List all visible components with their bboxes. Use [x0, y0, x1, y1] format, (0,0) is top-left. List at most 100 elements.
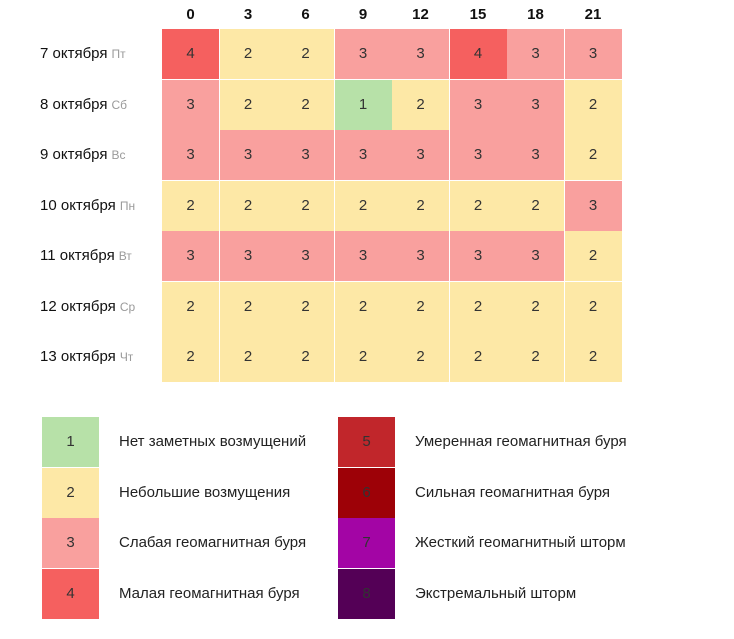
kp-cell: 3 [334, 29, 392, 79]
legend-swatch: 6 [338, 467, 395, 518]
kp-cell: 2 [449, 281, 507, 332]
hour-label: 9 [358, 6, 368, 23]
legend-item: 5 Умеренная геомагнитная буря [338, 417, 658, 467]
kp-cell: 3 [277, 231, 334, 281]
legend-swatch: 4 [42, 568, 99, 619]
day-of-week: Чт [119, 350, 134, 364]
hour-label: 18 [527, 6, 544, 23]
kp-cell: 2 [392, 281, 449, 332]
kp-cell: 2 [219, 180, 277, 231]
day-label: 8 октября Сб [40, 80, 127, 130]
kp-cell: 3 [507, 130, 564, 180]
kp-cell: 3 [219, 231, 277, 281]
legend-item: 1 Нет заметных возмущений [42, 417, 362, 467]
legend-item: 6 Сильная геомагнитная буря [338, 467, 658, 518]
kp-cell: 2 [334, 332, 392, 382]
kp-cell: 3 [219, 130, 277, 180]
kp-cell: 3 [162, 79, 219, 130]
kp-cell: 2 [219, 29, 277, 79]
kp-cell: 2 [392, 332, 449, 382]
kp-cell: 2 [564, 130, 622, 180]
kp-cell: 2 [162, 180, 219, 231]
kp-cell: 3 [564, 180, 622, 231]
kp-cell: 4 [449, 29, 507, 79]
legend-item: 3 Слабая геомагнитная буря [42, 518, 362, 568]
kp-cell: 2 [277, 180, 334, 231]
kp-cell: 3 [162, 130, 219, 180]
kp-cell: 2 [219, 332, 277, 382]
day-date: 7 октября [40, 45, 108, 62]
hour-label: 6 [301, 6, 310, 23]
kp-cell: 2 [449, 332, 507, 382]
legend-label: Умеренная геомагнитная буря [415, 433, 627, 450]
legend-label: Экстремальный шторм [415, 584, 577, 602]
day-of-week: Сб [111, 97, 128, 112]
legend-swatch: 7 [338, 518, 395, 568]
kp-cell: 3 [392, 29, 449, 79]
day-date: 9 октября [40, 146, 108, 163]
day-row: 10 октября Пн 2 2 2 2 2 2 2 3 [0, 180, 640, 231]
day-row: 12 октября Ср 2 2 2 2 2 2 2 2 [0, 281, 640, 332]
legend-swatch: 1 [42, 417, 99, 467]
day-label: 13 октября Чт [40, 332, 133, 382]
kp-cell: 2 [507, 332, 564, 382]
kp-cell: 3 [449, 231, 507, 281]
kp-cell: 3 [334, 130, 392, 180]
day-of-week: Вт [118, 249, 132, 263]
kp-cell: 3 [392, 130, 449, 180]
day-date: 11 октября [40, 247, 115, 264]
kp-cell: 3 [507, 79, 564, 130]
legend-label: Слабая геомагнитная буря [119, 534, 307, 551]
day-label: 9 октября Вс [40, 130, 125, 180]
hour-label: 21 [584, 6, 602, 23]
kp-cell: 3 [277, 130, 334, 180]
day-of-week: Вс [111, 148, 126, 162]
day-label: 11 октября Вт [40, 231, 132, 281]
legend-label: Малая геомагнитная буря [119, 584, 300, 602]
kp-cell: 3 [564, 29, 622, 79]
kp-cell: 2 [162, 281, 219, 332]
kp-cell: 2 [507, 180, 564, 231]
kp-cell: 3 [334, 231, 392, 281]
hour-header-row: 0 3 6 9 12 15 18 21 [0, 0, 734, 30]
legend-item: 7 Жесткий геомагнитный шторм [338, 518, 658, 568]
kp-cell: 3 [507, 29, 564, 79]
legend-swatch: 3 [42, 518, 99, 568]
day-row: 8 октября Сб 3 2 2 1 2 3 3 2 [0, 79, 640, 130]
kp-cell: 2 [277, 29, 334, 79]
kp-cell: 1 [334, 79, 392, 130]
day-date: 12 октября [40, 297, 116, 315]
legend-item: 2 Небольшие возмущения [42, 467, 362, 518]
kp-cell: 2 [392, 79, 449, 130]
day-label: 12 октября Ср [40, 282, 135, 332]
legend-label: Нет заметных возмущений [119, 433, 307, 450]
kp-cell: 3 [162, 231, 219, 281]
kp-cell: 2 [277, 79, 334, 130]
legend-swatch: 2 [42, 467, 99, 518]
hour-label: 0 [186, 6, 195, 23]
legend-label: Небольшие возмущения [119, 483, 291, 501]
day-row: 13 октября Чт 2 2 2 2 2 2 2 2 [0, 332, 640, 382]
day-label: 10 октября Пн [40, 181, 135, 231]
day-row: 7 октября Пт 4 2 2 3 3 4 3 3 [0, 29, 640, 79]
kp-cell: 3 [507, 231, 564, 281]
kp-cell: 2 [564, 231, 622, 281]
kp-cell: 2 [392, 180, 449, 231]
day-date: 8 октября [40, 95, 108, 113]
kp-cell: 2 [564, 332, 622, 382]
kp-cell: 2 [219, 79, 277, 130]
day-of-week: Пн [119, 198, 136, 213]
legend-label: Жесткий геомагнитный шторм [415, 534, 626, 551]
day-of-week: Пт [111, 47, 126, 61]
kp-cell: 2 [277, 332, 334, 382]
kp-cell: 2 [277, 281, 334, 332]
kp-cell: 3 [392, 231, 449, 281]
kp-cell: 2 [162, 332, 219, 382]
kp-cell: 2 [334, 281, 392, 332]
legend-item: 8 Экстремальный шторм [338, 568, 658, 619]
day-row: 11 октября Вт 3 3 3 3 3 3 3 2 [0, 231, 640, 281]
kp-cell: 2 [334, 180, 392, 231]
legend-label: Сильная геомагнитная буря [415, 483, 610, 501]
day-date: 13 октября [40, 348, 116, 365]
kp-cell: 2 [219, 281, 277, 332]
